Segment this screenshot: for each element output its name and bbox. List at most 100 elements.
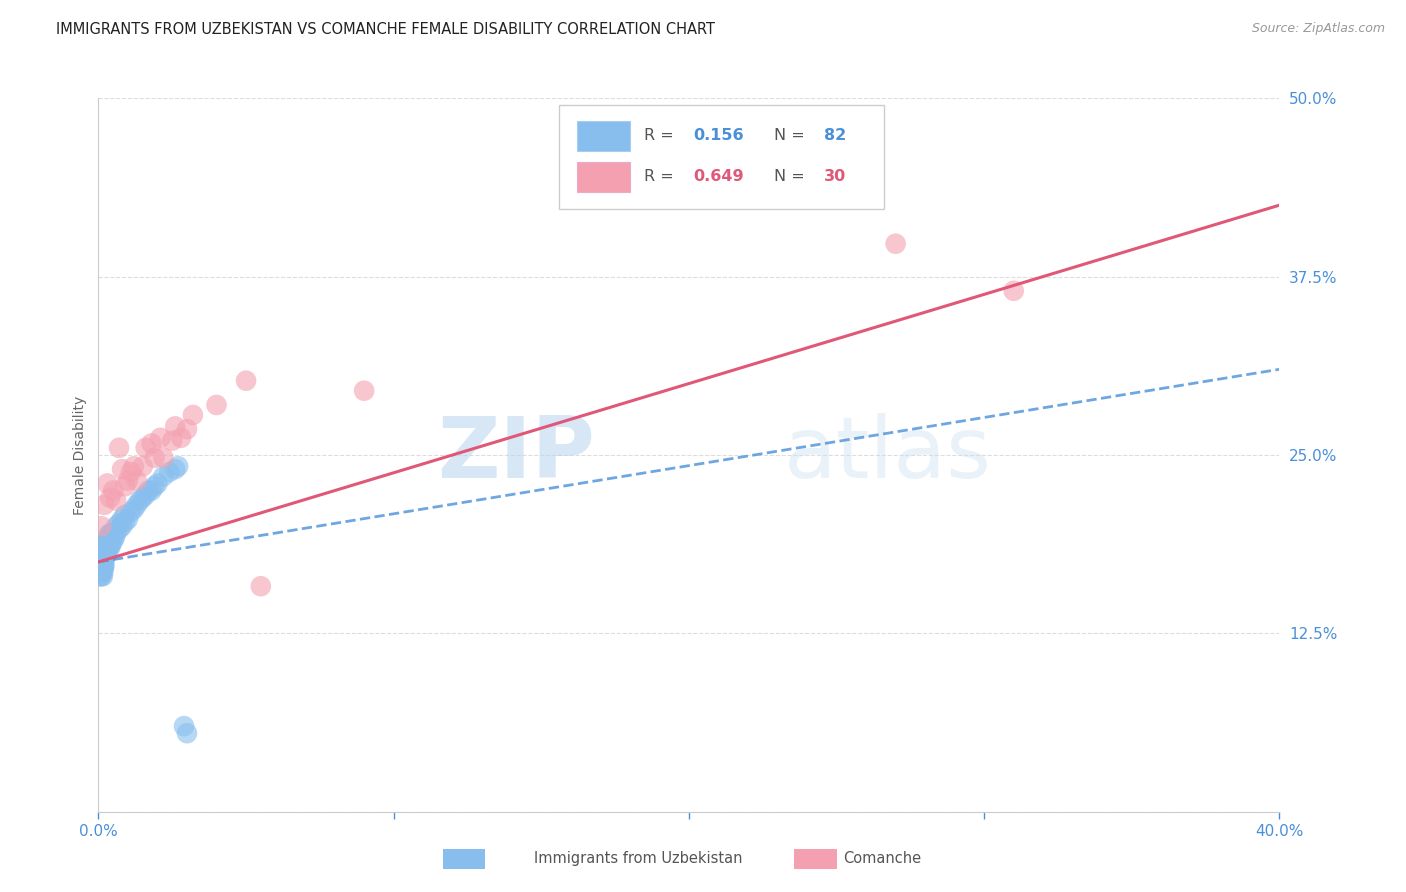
Point bbox=[91, 565, 114, 579]
Point bbox=[165, 462, 187, 476]
Point bbox=[146, 476, 169, 491]
Point bbox=[91, 545, 114, 559]
Text: N =: N = bbox=[773, 128, 810, 144]
Point bbox=[149, 431, 172, 445]
Point bbox=[90, 569, 112, 583]
Point bbox=[89, 559, 111, 574]
Point bbox=[91, 569, 114, 583]
Point bbox=[122, 502, 145, 516]
Text: 30: 30 bbox=[824, 169, 846, 184]
Point bbox=[90, 565, 112, 579]
Point bbox=[90, 555, 112, 569]
Text: 82: 82 bbox=[824, 128, 846, 144]
Text: ZIP: ZIP bbox=[437, 413, 595, 497]
Point bbox=[173, 719, 195, 733]
Point bbox=[98, 491, 121, 505]
Point bbox=[91, 555, 114, 569]
Point bbox=[105, 526, 128, 541]
Point bbox=[103, 533, 125, 548]
Point bbox=[128, 493, 150, 508]
Point bbox=[141, 436, 163, 450]
Text: R =: R = bbox=[644, 169, 679, 184]
Point bbox=[103, 483, 125, 498]
Point bbox=[94, 536, 117, 550]
Point bbox=[90, 519, 112, 533]
Point bbox=[91, 548, 114, 562]
Point bbox=[1002, 284, 1025, 298]
Point bbox=[96, 536, 118, 550]
FancyBboxPatch shape bbox=[576, 121, 630, 151]
Point bbox=[167, 459, 190, 474]
Point bbox=[91, 562, 114, 576]
Point bbox=[93, 559, 115, 574]
Point bbox=[120, 505, 142, 519]
Point bbox=[122, 459, 145, 474]
Point bbox=[96, 476, 118, 491]
Point bbox=[93, 548, 115, 562]
Point bbox=[97, 533, 120, 548]
Point bbox=[93, 559, 115, 574]
Point bbox=[235, 374, 257, 388]
Point bbox=[96, 531, 118, 545]
Point bbox=[152, 450, 174, 465]
Point bbox=[93, 559, 115, 574]
Point bbox=[97, 541, 120, 555]
FancyBboxPatch shape bbox=[560, 105, 884, 209]
Point bbox=[96, 536, 118, 550]
Y-axis label: Female Disability: Female Disability bbox=[73, 395, 87, 515]
Point bbox=[117, 474, 139, 488]
Point bbox=[143, 479, 166, 493]
Point bbox=[100, 536, 122, 550]
Point bbox=[884, 236, 907, 251]
Point bbox=[96, 545, 118, 559]
Point bbox=[138, 483, 160, 498]
Point bbox=[117, 512, 139, 526]
Point bbox=[170, 431, 193, 445]
Point bbox=[97, 541, 120, 555]
Point bbox=[93, 565, 115, 579]
Text: N =: N = bbox=[773, 169, 810, 184]
Point bbox=[94, 543, 117, 558]
Text: Source: ZipAtlas.com: Source: ZipAtlas.com bbox=[1251, 22, 1385, 36]
Point bbox=[94, 541, 117, 555]
Text: Comanche: Comanche bbox=[844, 851, 922, 865]
Point bbox=[97, 531, 120, 545]
Point bbox=[125, 498, 148, 512]
Point bbox=[165, 419, 187, 434]
Point bbox=[93, 536, 115, 550]
Point bbox=[132, 491, 155, 505]
Point bbox=[111, 519, 134, 533]
Point bbox=[108, 522, 131, 536]
Point bbox=[93, 545, 115, 559]
Point bbox=[162, 434, 183, 448]
Point bbox=[93, 555, 115, 569]
Text: atlas: atlas bbox=[783, 413, 991, 497]
Point bbox=[250, 579, 273, 593]
Point bbox=[91, 541, 114, 555]
Point bbox=[98, 526, 121, 541]
Point bbox=[353, 384, 375, 398]
Text: Immigrants from Uzbekistan: Immigrants from Uzbekistan bbox=[534, 851, 742, 865]
Point bbox=[93, 498, 115, 512]
Point bbox=[91, 559, 114, 574]
Point bbox=[91, 550, 114, 565]
Point bbox=[94, 545, 117, 559]
Point bbox=[105, 519, 128, 533]
Point bbox=[141, 483, 163, 498]
Point bbox=[96, 541, 118, 555]
Point bbox=[181, 408, 204, 422]
Text: IMMIGRANTS FROM UZBEKISTAN VS COMANCHE FEMALE DISABILITY CORRELATION CHART: IMMIGRANTS FROM UZBEKISTAN VS COMANCHE F… bbox=[56, 22, 716, 37]
Point bbox=[205, 398, 228, 412]
Point bbox=[111, 462, 134, 476]
Point bbox=[98, 541, 121, 555]
Point bbox=[93, 541, 115, 555]
FancyBboxPatch shape bbox=[576, 161, 630, 192]
Point bbox=[135, 488, 157, 502]
Point bbox=[157, 465, 180, 479]
Point bbox=[114, 479, 136, 493]
Point bbox=[91, 555, 114, 569]
Point bbox=[132, 459, 155, 474]
Text: R =: R = bbox=[644, 128, 679, 144]
Point bbox=[98, 533, 121, 548]
Point bbox=[94, 548, 117, 562]
